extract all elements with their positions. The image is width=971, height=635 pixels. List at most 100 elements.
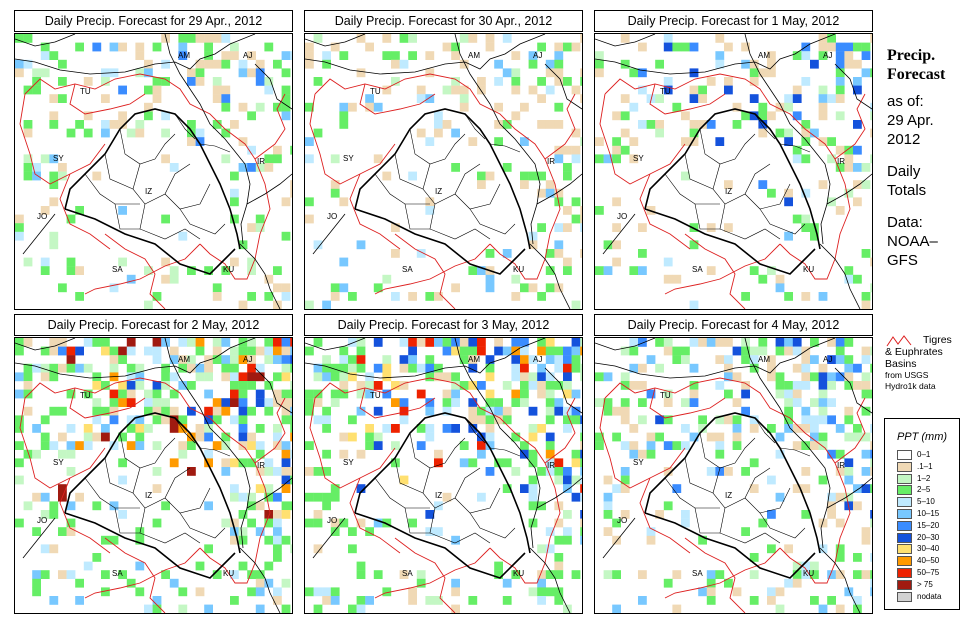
province-border	[104, 457, 134, 494]
precip-cell	[144, 406, 153, 416]
precip-cell	[339, 257, 349, 267]
precip-cell	[126, 128, 136, 138]
precip-cell	[451, 77, 460, 86]
precip-cell	[204, 34, 213, 43]
precip-cell	[672, 355, 682, 364]
precip-cell	[416, 338, 426, 347]
precip-cell	[434, 449, 443, 459]
precip-cell	[571, 363, 581, 373]
precip-cell	[40, 441, 50, 450]
precip-cell	[238, 346, 248, 356]
precip-cell	[681, 398, 690, 407]
basin-outline	[309, 397, 396, 489]
province-border	[489, 447, 521, 457]
precip-cell	[563, 510, 572, 519]
precip-cell	[612, 257, 621, 267]
precip-cell	[749, 424, 759, 433]
precip-cell	[818, 363, 828, 373]
precip-cell	[638, 415, 647, 425]
precip-cell	[373, 406, 383, 416]
country-label: SA	[402, 265, 413, 274]
precip-cell	[187, 467, 196, 476]
precip-cell	[238, 441, 248, 450]
precip-cell	[853, 42, 862, 52]
legend-label: 1–2	[917, 473, 931, 483]
precip-cell	[425, 398, 435, 407]
precip-cell	[545, 338, 555, 347]
precip-cell	[545, 346, 555, 356]
precip-cell	[595, 398, 604, 407]
precip-cell	[83, 111, 93, 121]
precip-cell	[451, 283, 460, 293]
precip-cell	[749, 111, 759, 121]
precip-cell	[290, 180, 292, 189]
precip-cell	[416, 128, 426, 138]
precip-cell	[749, 415, 759, 425]
precip-cell	[571, 475, 581, 485]
province-border	[199, 143, 231, 153]
precip-cell	[204, 501, 213, 511]
precip-cell	[178, 604, 188, 613]
precip-cell	[706, 77, 716, 86]
precip-cell	[255, 77, 265, 86]
precip-cell	[273, 441, 282, 450]
precip-cell	[161, 501, 170, 511]
precip-cell	[152, 292, 162, 301]
precip-cell	[247, 163, 256, 172]
precip-cell	[339, 518, 349, 528]
precip-cell	[161, 372, 170, 382]
precip-cell	[580, 249, 582, 258]
precip-cell	[135, 535, 145, 545]
precip-cell	[187, 34, 196, 43]
precip-cell	[494, 59, 503, 69]
precip-cell	[330, 587, 340, 597]
precip-cell	[629, 137, 639, 146]
precip-cell	[75, 441, 84, 450]
precip-cell	[853, 604, 862, 613]
precip-cell	[818, 372, 828, 382]
asof-date: 29 Apr.	[887, 112, 934, 129]
country-border	[819, 243, 861, 309]
precip-cell	[365, 389, 374, 399]
precip-cell	[477, 171, 486, 181]
precip-cell	[698, 85, 707, 95]
precip-cell	[715, 51, 725, 60]
precip-cell	[767, 188, 776, 198]
precip-cell	[580, 346, 582, 356]
precip-cell	[629, 449, 639, 459]
precip-cell	[204, 544, 213, 554]
precip-cell	[638, 363, 647, 373]
precip-cell	[169, 266, 179, 275]
legend-row: 20–30	[885, 532, 959, 544]
precip-cell	[870, 389, 872, 399]
precip-cell	[827, 381, 836, 390]
precip-cell	[580, 415, 582, 425]
precip-cell	[195, 346, 205, 356]
precip-cell	[545, 467, 555, 476]
precip-cell	[603, 527, 613, 536]
precip-cell	[835, 206, 845, 215]
precip-cell	[603, 510, 613, 519]
precip-cell	[485, 467, 495, 476]
precip-cell	[152, 406, 162, 416]
precip-cell	[40, 51, 50, 60]
precip-cell	[801, 77, 811, 86]
precip-cell	[221, 154, 231, 164]
precip-cell	[161, 128, 170, 138]
precip-cell	[563, 467, 572, 476]
precip-cell	[459, 441, 469, 450]
precip-cell	[741, 467, 750, 476]
precip-cell	[620, 467, 630, 476]
country-label: KU	[803, 265, 814, 274]
province-border	[664, 173, 720, 205]
country-border	[246, 477, 292, 509]
precip-cell	[571, 492, 581, 502]
precip-cell	[528, 432, 538, 442]
precip-cell	[715, 137, 725, 146]
legend-row: nodata	[885, 591, 959, 603]
precip-cell	[451, 381, 460, 390]
precip-cell	[870, 578, 872, 588]
precip-cell	[281, 398, 291, 407]
precip-cell	[511, 389, 521, 399]
precip-cell	[434, 120, 443, 129]
